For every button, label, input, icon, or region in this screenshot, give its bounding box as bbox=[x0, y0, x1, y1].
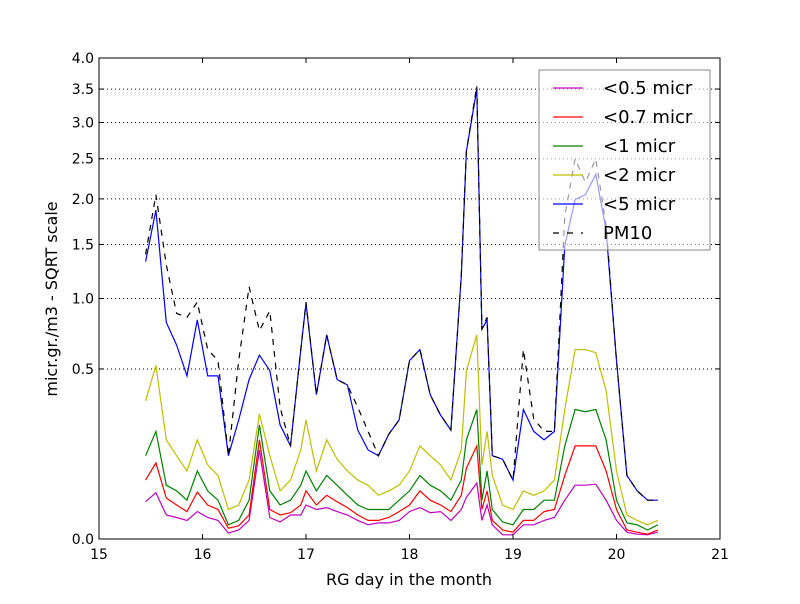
y-tick-label: 3.5 bbox=[72, 82, 94, 98]
y-tick-label: 0.5 bbox=[72, 362, 94, 378]
x-tick-label: 18 bbox=[401, 547, 419, 563]
legend-label: <1 micr bbox=[603, 136, 676, 157]
legend: <0.5 micr <0.7 micr <1 micr <2 micr <5 micr P… bbox=[538, 69, 711, 251]
series-line-0-5-micr bbox=[145, 449, 659, 536]
x-tick-label: 17 bbox=[297, 547, 315, 563]
x-tick-label: 16 bbox=[194, 547, 212, 563]
y-axis-label: micr.gr./m3 - SQRT scale bbox=[42, 201, 61, 396]
legend-label: PM10 bbox=[603, 223, 652, 244]
y-tick-label: 2.0 bbox=[72, 192, 94, 208]
series-line-2-micr bbox=[145, 334, 659, 526]
series-line-1-micr bbox=[145, 408, 659, 531]
y-tick-label: 1.5 bbox=[72, 237, 94, 253]
legend-label: <0.7 micr bbox=[603, 107, 693, 128]
legend-box bbox=[538, 69, 711, 251]
y-tick-label: 4.0 bbox=[72, 51, 94, 67]
x-tick-label: 15 bbox=[90, 547, 108, 563]
x-tick-label: 19 bbox=[504, 547, 522, 563]
y-tick-label: 1.0 bbox=[72, 292, 94, 308]
legend-label: <0.5 micr bbox=[603, 78, 693, 99]
x-axis-label: RG day in the month bbox=[326, 570, 492, 589]
y-tick-label: 3.0 bbox=[72, 115, 94, 131]
legend-label: <5 micr bbox=[603, 194, 676, 215]
y-tick-label: 0.0 bbox=[72, 532, 94, 548]
x-tick-label: 21 bbox=[711, 547, 729, 563]
axis-ticks: 0.0 0.5 1.0 1.5 2.0 2.5 3.0 3.5 4.0 15 16 17 18 19 20 2… bbox=[72, 51, 729, 563]
y-tick-label: 2.5 bbox=[72, 152, 94, 168]
x-tick-label: 20 bbox=[608, 547, 626, 563]
series-line-0-7-micr bbox=[145, 439, 659, 535]
legend-label: <2 micr bbox=[603, 165, 676, 186]
